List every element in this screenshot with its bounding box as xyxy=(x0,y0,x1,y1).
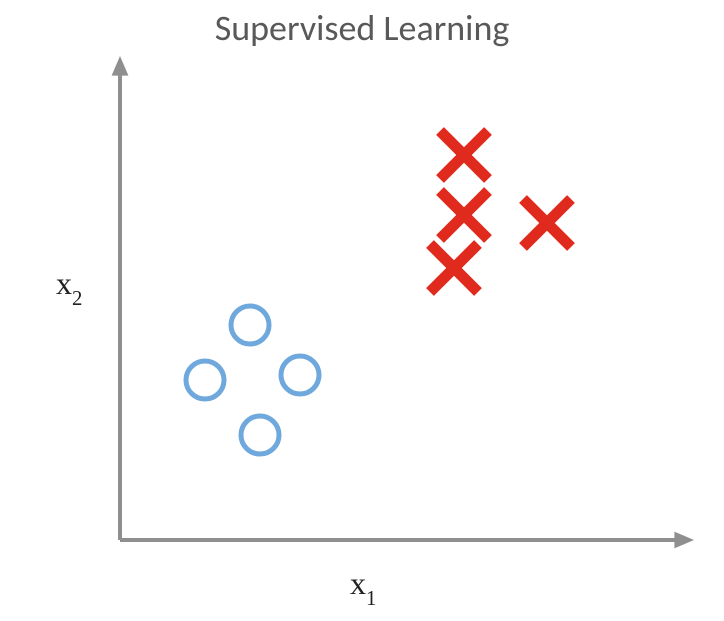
x-marker xyxy=(523,199,571,247)
plot-area xyxy=(0,0,724,621)
x-marker xyxy=(430,244,478,292)
circle-marker xyxy=(241,416,279,454)
circle-marker xyxy=(231,306,269,344)
axes xyxy=(112,56,694,548)
data-markers xyxy=(186,131,571,454)
circle-marker xyxy=(186,361,224,399)
x-marker xyxy=(440,191,488,239)
x-marker xyxy=(440,131,488,179)
circle-marker xyxy=(281,356,319,394)
